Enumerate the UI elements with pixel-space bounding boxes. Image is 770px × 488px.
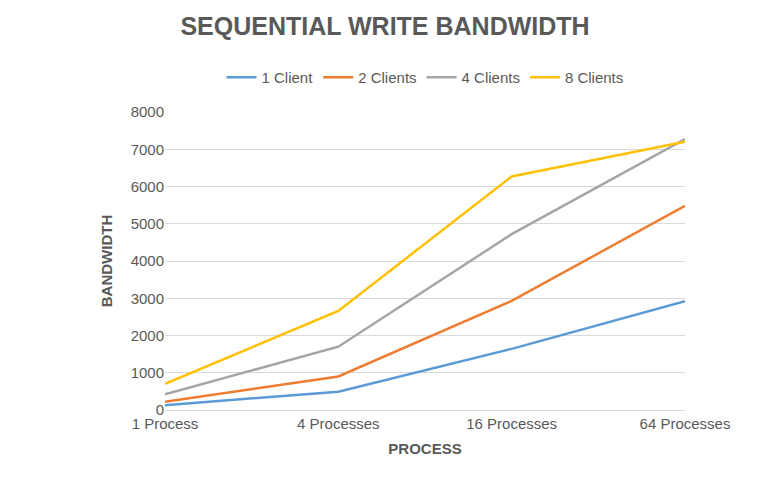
svg-text:64 Processes: 64 Processes: [640, 415, 731, 432]
svg-text:3000: 3000: [131, 290, 164, 307]
svg-text:SEQUENTIAL WRITE BANDWIDTH: SEQUENTIAL WRITE BANDWIDTH: [180, 12, 589, 40]
svg-text:5000: 5000: [131, 215, 164, 232]
svg-text:2 Clients: 2 Clients: [358, 69, 416, 86]
svg-text:2000: 2000: [131, 327, 164, 344]
svg-text:6000: 6000: [131, 178, 164, 195]
svg-text:PROCESS: PROCESS: [388, 440, 461, 457]
svg-text:8 Clients: 8 Clients: [565, 69, 623, 86]
svg-text:1 Client: 1 Client: [262, 69, 314, 86]
svg-text:16 Processes: 16 Processes: [466, 415, 557, 432]
svg-text:8000: 8000: [131, 103, 164, 120]
svg-text:4 Processes: 4 Processes: [297, 415, 380, 432]
svg-text:0: 0: [156, 401, 164, 418]
svg-text:4000: 4000: [131, 252, 164, 269]
svg-text:1000: 1000: [131, 364, 164, 381]
svg-text:1 Process: 1 Process: [132, 415, 199, 432]
svg-text:7000: 7000: [131, 141, 164, 158]
svg-text:4 Clients: 4 Clients: [462, 69, 520, 86]
svg-text:BANDWIDTH: BANDWIDTH: [98, 215, 115, 307]
